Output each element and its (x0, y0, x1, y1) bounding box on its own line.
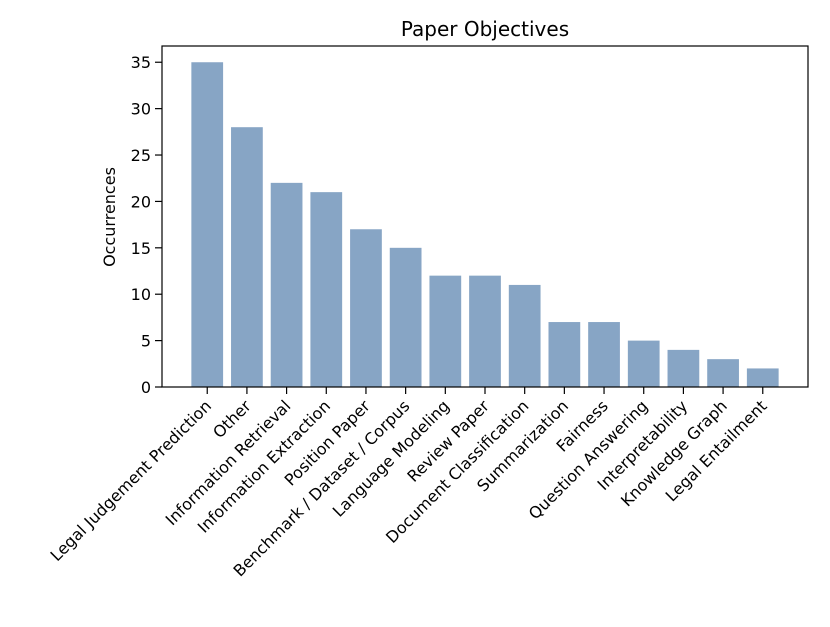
bar (231, 127, 263, 387)
chart-title: Paper Objectives (401, 17, 569, 41)
y-tick-label: 25 (131, 146, 151, 165)
x-tick-label: Legal Judgement Prediction (46, 396, 215, 565)
bar (548, 322, 581, 387)
bar (707, 359, 739, 387)
y-tick-label: 30 (131, 100, 151, 119)
y-tick-label: 10 (131, 285, 151, 304)
bar (270, 182, 303, 387)
y-tick-label: 15 (131, 239, 151, 258)
bar (350, 229, 382, 387)
bar (389, 247, 422, 387)
bar (508, 284, 541, 387)
x-axis-ticks: Legal Judgement PredictionOtherInformati… (46, 387, 771, 580)
y-tick-label: 0 (141, 378, 151, 397)
y-tick-label: 20 (131, 192, 151, 211)
y-axis-ticks: 0 5 10 15 20 25 30 35 (131, 53, 162, 397)
y-axis-label: Occurrences (100, 167, 119, 267)
y-tick-label: 35 (131, 53, 151, 72)
y-tick-label: 5 (141, 332, 151, 351)
bar (746, 368, 779, 387)
bar (469, 275, 501, 387)
bars-group (191, 62, 779, 388)
bar (667, 349, 700, 387)
bar (310, 192, 343, 387)
bar (627, 340, 660, 387)
bar (588, 322, 620, 387)
plot-frame (161, 45, 809, 388)
bar (191, 62, 224, 388)
bar (429, 275, 462, 387)
